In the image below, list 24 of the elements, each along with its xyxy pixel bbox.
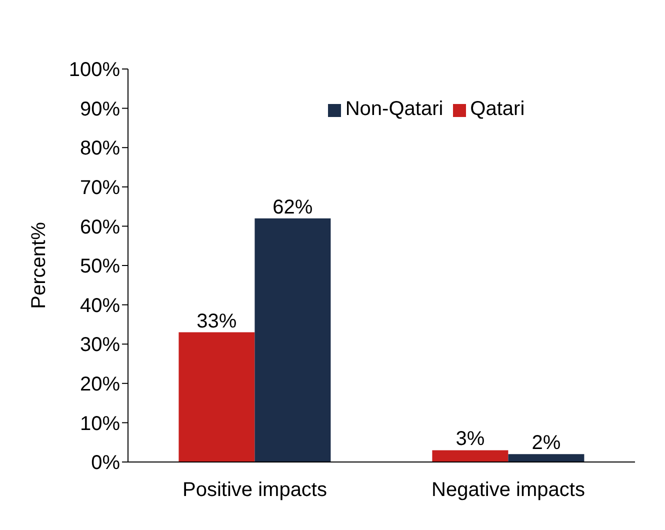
data-label: 3% <box>456 428 485 450</box>
bar <box>178 332 255 462</box>
y-tick-label: 100% <box>68 59 120 82</box>
bar <box>254 218 331 462</box>
y-tick-label: 0% <box>91 452 120 474</box>
y-tick-label: 70% <box>80 177 120 199</box>
y-tick-label: 10% <box>80 412 120 435</box>
legend-label: Non-Qatari <box>345 98 444 120</box>
legend-label: Qatari <box>470 98 525 120</box>
y-tick-label: 30% <box>80 334 120 356</box>
x-tick-label: Positive impacts <box>182 479 327 502</box>
y-tick-label: 80% <box>80 138 120 160</box>
y-tick-label: 40% <box>80 294 120 317</box>
y-tick-label: 90% <box>80 98 120 120</box>
y-axis-title: Percent% <box>28 222 50 309</box>
y-tick-label: 20% <box>80 374 120 396</box>
bar <box>432 450 508 462</box>
bar <box>508 454 584 462</box>
x-tick-label: Negative impacts <box>432 479 585 502</box>
data-label: 2% <box>532 432 561 454</box>
data-label: 33% <box>196 310 237 332</box>
y-tick-label: 50% <box>80 256 120 278</box>
data-label: 62% <box>272 196 313 218</box>
y-tick-label: 60% <box>80 216 120 238</box>
